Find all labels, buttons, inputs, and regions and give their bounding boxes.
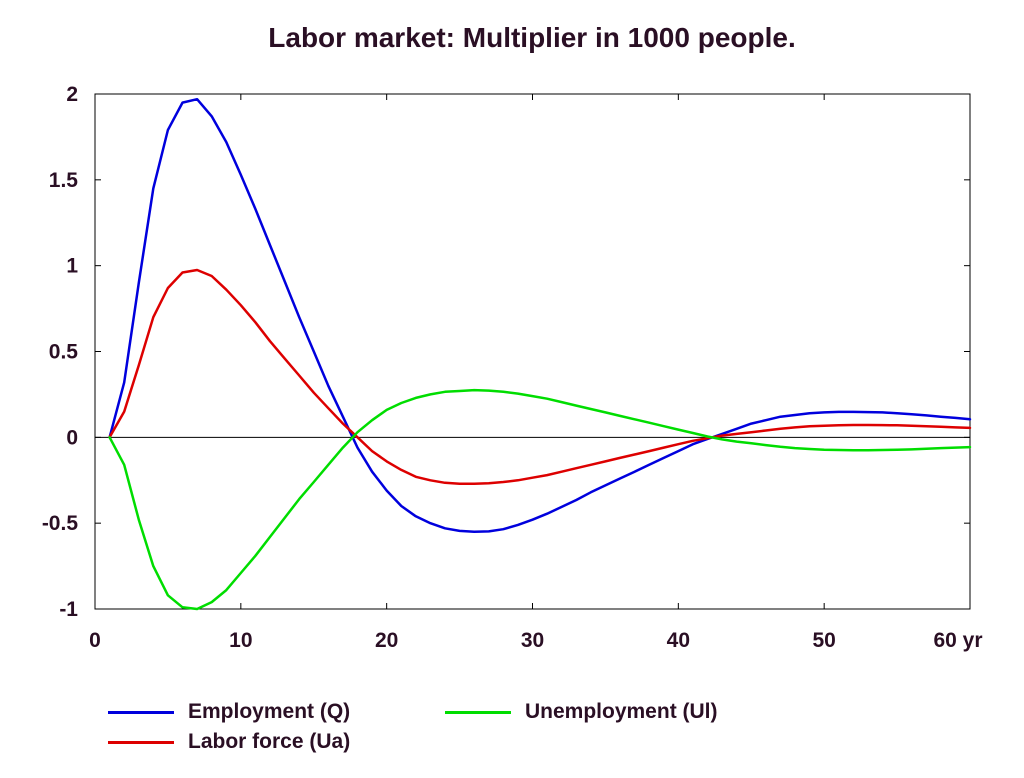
y-tick-label: 0.5	[49, 341, 79, 364]
x-axis: 0 10 20 30 40 50 60 yr	[89, 94, 983, 652]
series-line-labor-force-ua	[108, 268, 972, 485]
legend-label-employment: Employment (Q)	[188, 700, 351, 723]
legend-swatch-unemployment	[445, 710, 511, 714]
series-line-unemployment-ul	[108, 388, 972, 611]
x-tick-label: 0	[89, 629, 101, 652]
x-tick-label: 20	[375, 629, 398, 652]
legend-item-employment: Employment (Q)	[108, 698, 350, 726]
legend-swatch-employment	[108, 710, 174, 714]
y-tick-label: 0	[66, 426, 78, 449]
legend-swatch-labor-force	[108, 740, 174, 744]
y-tick-label: 2	[66, 83, 78, 106]
chart-title: Labor market: Multiplier in 1000 people.	[268, 22, 796, 53]
y-tick-label: -0.5	[42, 512, 79, 535]
series-lines	[108, 97, 972, 611]
legend-label-unemployment: Unemployment (Ul)	[525, 700, 718, 723]
plot-border	[94, 93, 971, 610]
y-tick-label: 1.5	[49, 169, 79, 192]
legend: Employment (Q) Labor force (Ua) Unemploy…	[108, 698, 808, 768]
x-tick-label: 40	[667, 629, 690, 652]
legend-label-labor-force: Labor force (Ua)	[188, 730, 351, 753]
x-tick-label: 10	[229, 629, 252, 652]
x-tick-label: 50	[812, 629, 835, 652]
plot-frame	[94, 93, 971, 610]
x-tick-label: 60 yr	[933, 629, 982, 652]
y-tick-label: 1	[66, 255, 78, 278]
legend-item-labor-force: Labor force (Ua)	[108, 728, 350, 756]
legend-item-unemployment: Unemployment (Ul)	[445, 698, 718, 726]
x-tick-label: 30	[521, 629, 544, 652]
line-chart: 2 1.5 1 0.5 0 -0.5 -1 0 10 20 30 40 50 60 yr	[42, 83, 983, 652]
y-axis: 2 1.5 1 0.5 0 -0.5 -1	[42, 83, 970, 621]
series-line-employment-q	[108, 97, 972, 534]
y-tick-label: -1	[59, 598, 78, 621]
